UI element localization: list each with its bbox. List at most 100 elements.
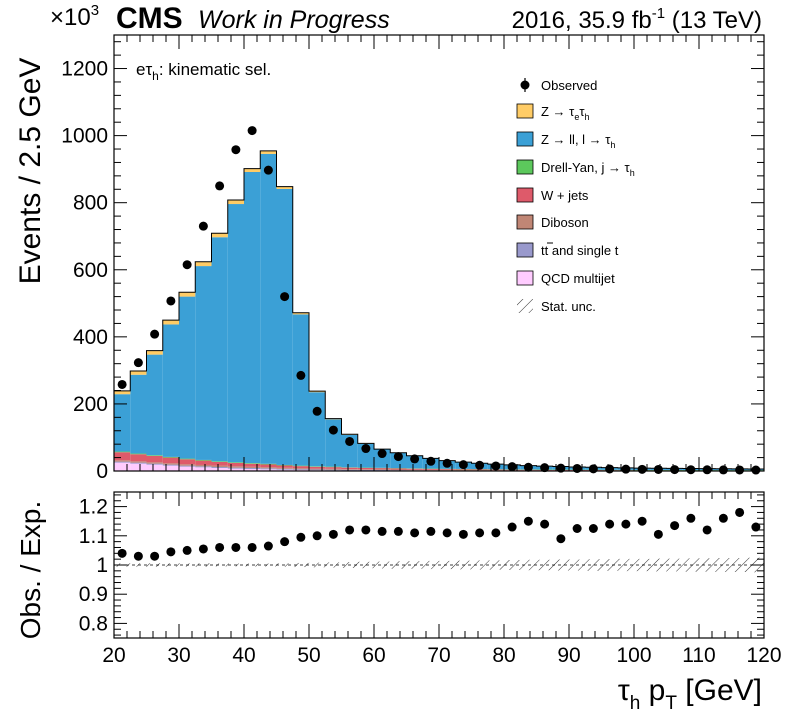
bar-dy-13	[325, 466, 342, 468]
bar-dy-5	[195, 459, 212, 461]
x-tick-label-70: 70	[427, 644, 450, 667]
bar-tt-15	[357, 469, 374, 471]
ratio-point-12	[312, 531, 322, 541]
bar-qcd-10	[276, 469, 293, 471]
bar-tt-13	[325, 469, 342, 471]
bar-wjets-0	[114, 452, 131, 461]
ratio-point-13	[328, 529, 338, 539]
bar-wjets-13	[325, 467, 342, 469]
bar-dy-12	[309, 466, 326, 467]
y-tick-label-200: 200	[73, 393, 108, 416]
bar-wjets-18	[406, 468, 423, 470]
observed-point-38	[735, 465, 745, 475]
bar-dy-4	[179, 458, 196, 460]
bar-tt-16	[374, 469, 391, 471]
bar-qcd-9	[260, 469, 277, 471]
bar-tt-6	[211, 466, 228, 468]
legend-qcd-swatch	[516, 270, 534, 286]
bar-diboson-13	[325, 468, 342, 470]
ratio-tick-label-1.2: 1.2	[79, 496, 108, 519]
ratio-unc-band-33	[650, 558, 667, 572]
bar-zll-3	[162, 324, 179, 457]
bar-wjets-11	[292, 466, 309, 469]
bar-wjets-12	[309, 466, 326, 469]
bar-zll-11	[292, 314, 309, 466]
observed-point-18	[410, 454, 420, 464]
bar-dy-8	[244, 463, 261, 464]
legend-ztt-label: Z → τeτh	[541, 104, 589, 122]
legend-unc-swatch	[517, 299, 533, 313]
bar-wjets-19	[422, 468, 439, 470]
bar-tt-7	[227, 467, 244, 469]
bar-qcd-5	[195, 467, 212, 471]
bar-diboson-8	[244, 466, 261, 468]
bar-ztt-10	[276, 186, 293, 189]
ratio-unc-band-12	[309, 562, 326, 568]
lumi-label: 2016, 35.9 fb-1 (13 TeV)	[512, 5, 762, 34]
ratio-tick-label-0.8: 0.8	[79, 612, 108, 635]
ratio-point-32	[637, 516, 647, 526]
bar-ztt-0	[114, 390, 131, 395]
observed-point-26	[540, 463, 550, 473]
observed-point-19	[426, 456, 436, 466]
bar-tt-8	[244, 467, 261, 469]
y-tick-label-1200: 1200	[61, 58, 108, 81]
bar-dy-1	[130, 453, 147, 455]
bar-diboson-4	[179, 464, 196, 466]
ratio-unc-band-9	[260, 563, 277, 567]
ratio-unc-band-22	[471, 560, 488, 570]
bar-diboson-5	[195, 464, 212, 467]
ratio-unc-band-26	[536, 559, 553, 571]
ratio-unc-band-20	[439, 560, 456, 570]
bar-diboson-1	[130, 461, 147, 463]
bar-ztt-9	[260, 150, 277, 154]
observed-point-14	[345, 436, 355, 446]
bar-diboson-12	[309, 468, 326, 470]
bar-ztt-4	[179, 292, 196, 297]
experiment-label: CMS	[116, 2, 183, 35]
legend-tt-label: tt and single t	[541, 243, 619, 258]
bar-ztt-3	[162, 320, 179, 325]
ratio-point-3	[166, 547, 176, 557]
y-tick-label-400: 400	[73, 326, 108, 349]
observed-point-35	[686, 465, 696, 475]
bar-wjets-6	[211, 461, 228, 466]
x-tick-label-30: 30	[167, 644, 190, 667]
bar-dy-3	[162, 456, 179, 458]
ratio-unc-band-37	[715, 557, 732, 573]
ratio-point-21	[458, 529, 468, 539]
ratio-unc-band-19	[422, 560, 439, 570]
y-tick-label-600: 600	[73, 259, 108, 282]
bar-diboson-11	[292, 468, 309, 470]
bar-dy-6	[211, 461, 228, 462]
observed-point-29	[588, 464, 598, 474]
x-tick-label-110: 110	[682, 644, 715, 667]
ratio-unc-band-23	[487, 560, 504, 570]
bar-zll-5	[195, 266, 212, 460]
observed-point-13	[328, 425, 338, 435]
bar-tt-0	[114, 461, 131, 463]
ratio-tick-label-1: 1	[96, 554, 108, 577]
bar-qcd-1	[130, 463, 147, 471]
ratio-point-1	[133, 551, 143, 561]
observed-point-30	[605, 464, 615, 474]
x-tick-label-80: 80	[492, 644, 515, 667]
bar-tt-4	[179, 465, 196, 467]
observed-point-33	[653, 464, 663, 474]
bar-wjets-17	[390, 468, 407, 470]
bar-zll-0	[114, 394, 131, 452]
bar-dy-11	[292, 465, 309, 467]
bar-ztt-2	[146, 350, 163, 355]
bar-wjets-2	[146, 455, 163, 463]
selection-annotation: eτh: kinematic sel.	[136, 60, 271, 83]
legend-wjets-swatch	[516, 187, 534, 203]
bar-dy-9	[260, 463, 277, 465]
y-axis-title-top: Events / 2.5 GeV	[14, 58, 47, 285]
ratio-point-17	[393, 526, 403, 536]
bar-diboson-9	[260, 467, 277, 469]
bar-tt-10	[276, 468, 293, 470]
bar-diboson-18	[406, 469, 423, 471]
bar-zll-4	[179, 296, 196, 459]
x-tick-label-40: 40	[232, 644, 255, 667]
bar-dy-10	[276, 464, 293, 466]
